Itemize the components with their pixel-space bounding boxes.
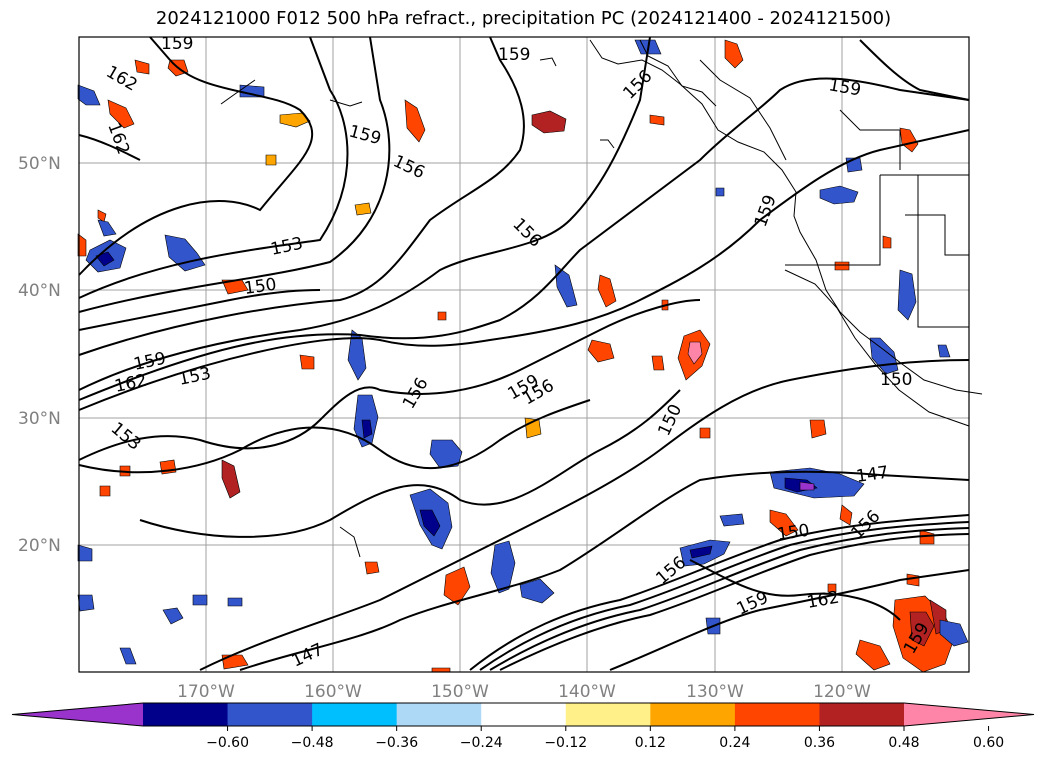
contour-label: 159	[161, 34, 193, 54]
colorbar-extend-high	[904, 703, 1034, 726]
colorbar-swatch	[143, 703, 229, 726]
contour-label: 150	[776, 521, 811, 545]
colorbar: −0.60 −0.48 −0.36 −0.24 −0.12 0.12 0.24 0.36 0.4…	[11, 702, 1035, 751]
longitude-labels: 170°W 160°W 150°W 140°W 130°W 120°W	[177, 682, 871, 702]
colorbar-tick-label: −0.12	[544, 735, 587, 751]
colorbar-tick-label: −0.36	[375, 735, 418, 751]
contour-label: 159	[498, 45, 530, 65]
map-plot-area[interactable]: 159 159 159 162 162 159 156 156 156 159 …	[77, 34, 983, 673]
lon-label: 130°W	[686, 682, 744, 702]
colorbar-swatch	[565, 703, 651, 726]
colorbar-swatch	[396, 703, 482, 726]
lon-label: 140°W	[558, 682, 616, 702]
lat-label: 30°N	[18, 409, 61, 429]
lon-label: 150°W	[431, 682, 489, 702]
lat-label: 20°N	[18, 536, 61, 556]
colorbar-swatch	[819, 703, 905, 726]
colorbar-outline	[11, 702, 1035, 727]
lon-label: 170°W	[177, 682, 235, 702]
colorbar-swatch	[481, 703, 567, 726]
colorbar-tick-label: 0.48	[888, 735, 919, 751]
colorbar-extend-low	[12, 703, 143, 726]
colorbar-tick-label: 0.60	[973, 735, 1004, 751]
negative-precip-anomalies	[77, 39, 969, 665]
colorbar-tick-label: 0.36	[804, 735, 835, 751]
contour-label: 150	[880, 370, 912, 390]
colorbar-swatch	[650, 703, 736, 726]
lat-label: 40°N	[18, 281, 61, 301]
contour-label: 147	[855, 463, 890, 487]
colorbar-swatch	[312, 703, 398, 726]
map-frame	[78, 36, 970, 673]
coastlines	[220, 39, 983, 558]
lat-label: 50°N	[18, 154, 61, 174]
colorbar-swatch	[227, 703, 313, 726]
refractivity-contours	[78, 36, 970, 671]
lon-label: 160°W	[304, 682, 362, 702]
figure-title: 2024121000 F012 500 hPa refract., precip…	[155, 8, 892, 29]
latitude-labels: 50°N 40°N 30°N 20°N	[18, 154, 61, 556]
colorbar-tick-label: −0.60	[206, 735, 249, 751]
colorbar-tick-label: −0.24	[460, 735, 503, 751]
lon-label: 120°W	[813, 682, 871, 702]
colorbar-swatch	[734, 703, 820, 726]
colorbar-tick-label: 0.24	[719, 735, 750, 751]
colorbar-tick-label: −0.48	[291, 735, 334, 751]
contour-label: 150	[243, 275, 278, 299]
colorbar-tick-label: 0.12	[635, 735, 666, 751]
positive-precip-anomalies	[77, 39, 956, 673]
